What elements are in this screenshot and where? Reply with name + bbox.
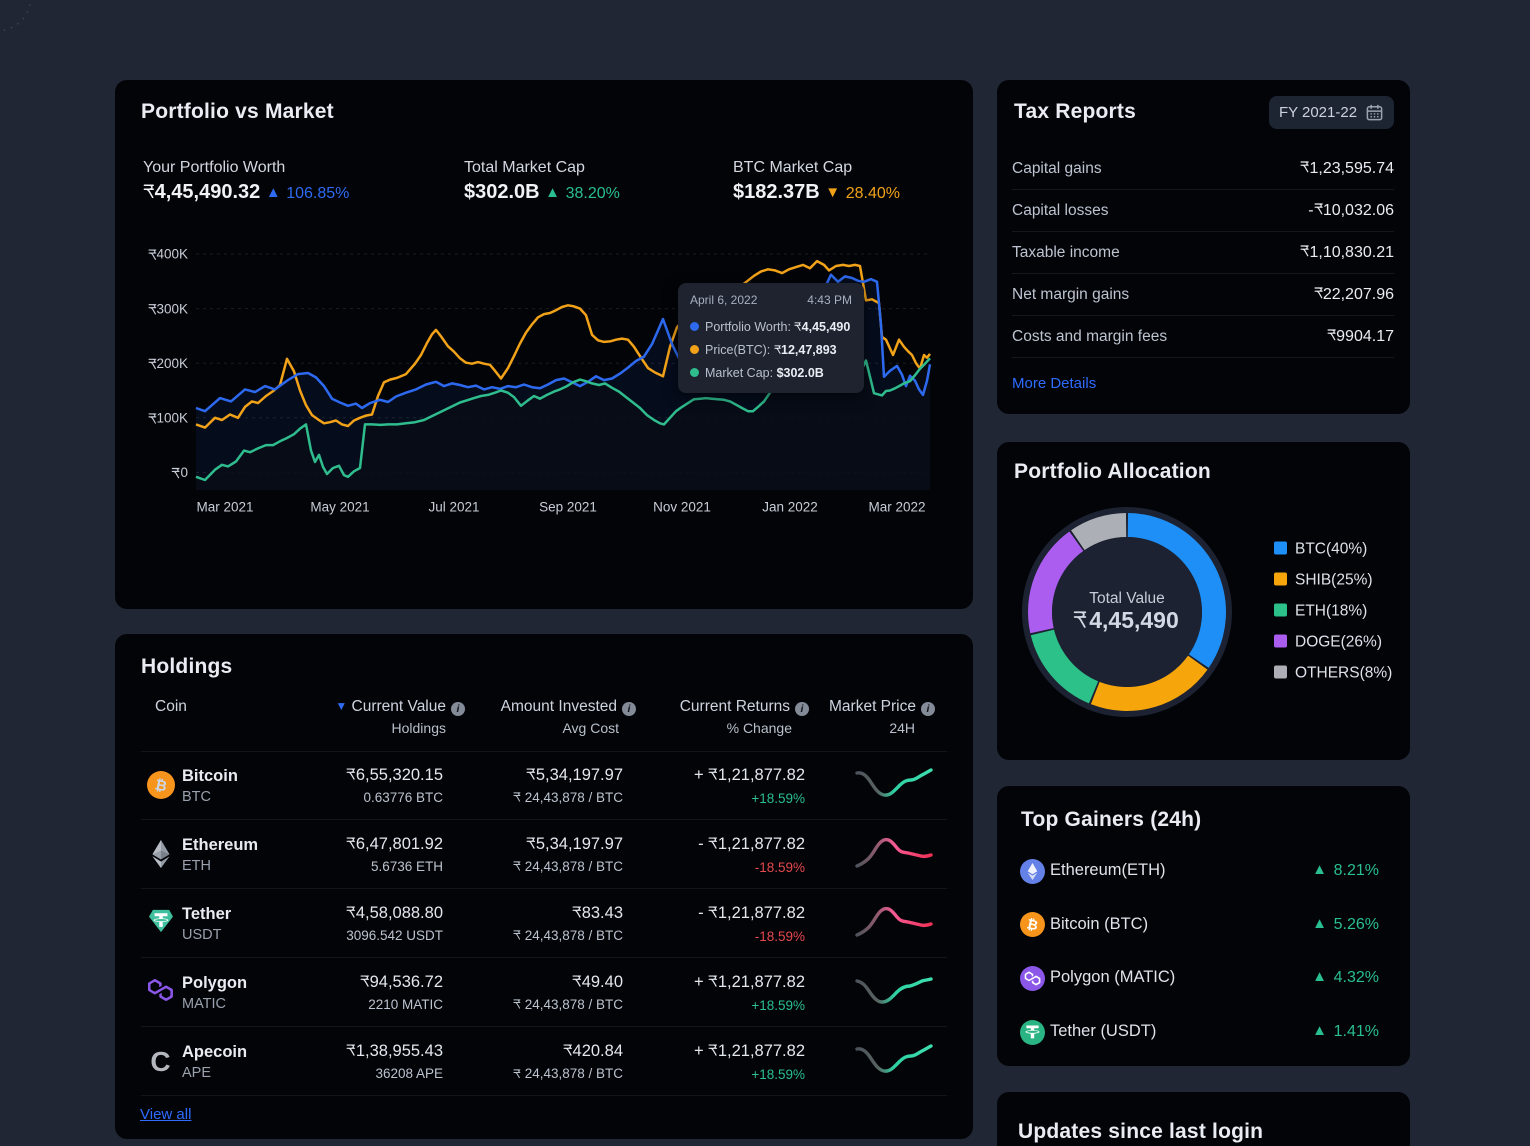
svg-text:200K: 200K (156, 356, 188, 371)
svg-text:OTHERS(8%): OTHERS(8%) (1295, 665, 1392, 682)
svg-text:BTC(40%): BTC(40%) (1295, 541, 1367, 558)
svg-text:0: 0 (180, 465, 188, 480)
svg-text:400K: 400K (156, 247, 188, 262)
svg-text:May 2021: May 2021 (310, 500, 369, 515)
svg-text:SHIB(25%): SHIB(25%) (1295, 572, 1373, 589)
svg-text:DOGE(26%): DOGE(26%) (1295, 634, 1382, 651)
svg-text:Jul 2021: Jul 2021 (428, 500, 479, 515)
svg-text:₿: ₿ (1025, 916, 1039, 933)
svg-text:Mar 2021: Mar 2021 (196, 500, 253, 515)
svg-text:4,45,490: 4,45,490 (1089, 607, 1179, 633)
svg-text:Sep 2021: Sep 2021 (539, 500, 597, 515)
svg-text:₿: ₿ (153, 778, 168, 796)
svg-text:300K: 300K (156, 301, 188, 316)
svg-text:100K: 100K (156, 411, 188, 426)
svg-text:ETH(18%): ETH(18%) (1295, 603, 1367, 620)
svg-text:Total Value: Total Value (1089, 590, 1165, 607)
svg-text:Nov 2021: Nov 2021 (653, 500, 711, 515)
svg-text:Mar 2022: Mar 2022 (868, 500, 925, 515)
svg-text:Jan 2022: Jan 2022 (762, 500, 818, 515)
